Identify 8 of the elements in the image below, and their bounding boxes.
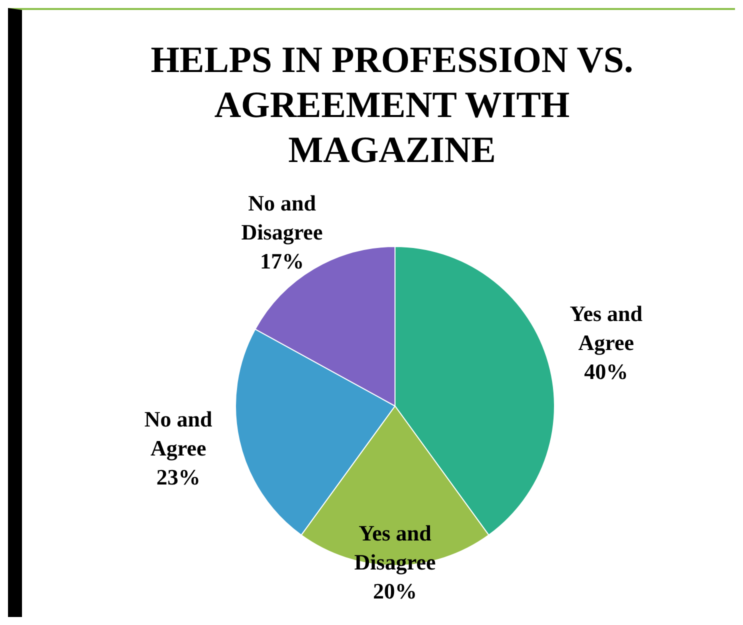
slice-label: Yes and Agree bbox=[570, 300, 643, 355]
slice-label: No and Disagree bbox=[241, 190, 323, 245]
data-label: 23% bbox=[156, 464, 200, 490]
data-label: 40% bbox=[584, 358, 628, 384]
data-label: 17% bbox=[260, 248, 304, 274]
chart-title: HELPS IN PROFESSION VS. AGREEMENT WITH MAGAZINE bbox=[150, 39, 634, 173]
data-label: 20% bbox=[373, 578, 417, 604]
slice-label: No and Agree bbox=[144, 406, 212, 460]
